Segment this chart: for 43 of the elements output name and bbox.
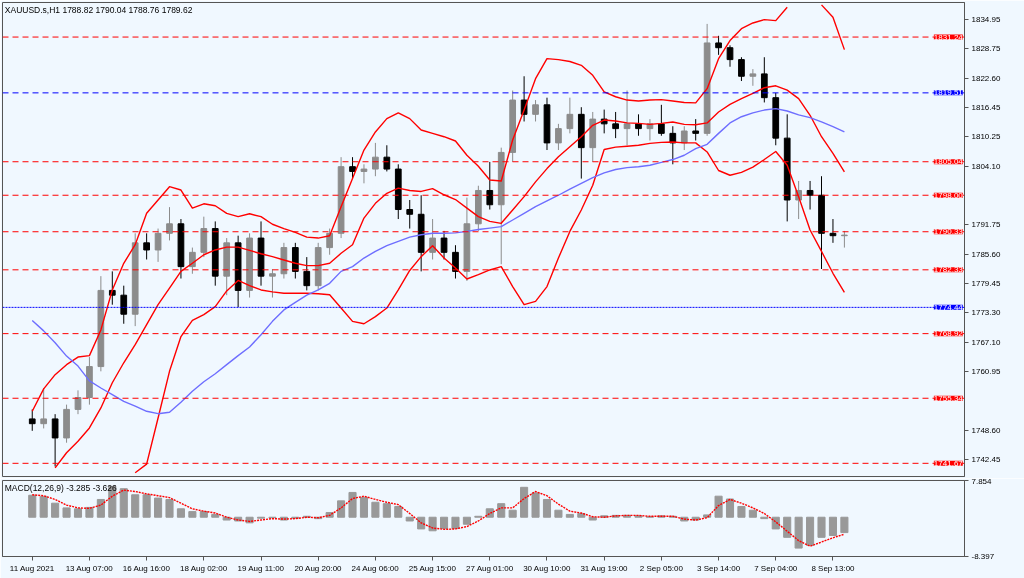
ref-line-label: 1805.04 — [933, 157, 964, 167]
x-tick-label: 19 Aug 11:00 — [237, 563, 285, 573]
y-tick-label: 1834.95 — [971, 14, 1001, 24]
x-tick-label: 25 Aug 15:00 — [408, 563, 457, 573]
chart-title: XAUUSD.s,H1 1788.82 1790.04 1788.76 1789.62 — [4, 4, 193, 15]
x-tick-label: 27 Aug 01:00 — [465, 563, 514, 573]
y-tick-label: 1810.25 — [971, 132, 1001, 142]
x-tick-label: 8 Sep 13:00 — [811, 563, 856, 573]
ref-line-label: 1768.92 — [933, 329, 964, 339]
x-tick-label: 24 Aug 06:00 — [351, 563, 400, 573]
ref-line-label: 1741.67 — [933, 458, 964, 468]
y-tick-label: 1804.10 — [971, 161, 1001, 171]
x-tick-label: 30 Aug 10:00 — [523, 563, 571, 573]
y-tick-label: 1773.30 — [971, 308, 1001, 318]
x-tick-label: 18 Aug 02:00 — [180, 563, 228, 573]
y-tick-label: 1785.60 — [971, 249, 1001, 259]
y-tick-label: 1760.95 — [971, 367, 1001, 377]
ref-line-label: 1819.51 — [933, 88, 964, 98]
ref-line-label: 1790.33 — [933, 227, 964, 237]
ref-line-label: 1831.24 — [933, 32, 964, 42]
x-tick-label: 11 Aug 2021 — [9, 563, 55, 573]
x-tick-label: 7 Sep 04:00 — [754, 563, 798, 573]
y-tick-label: -8.397 — [971, 552, 995, 561]
y-tick-label: 1767.10 — [971, 337, 1001, 347]
x-tick-label: 31 Aug 19:00 — [580, 563, 629, 573]
y-tick-label: 7.854 — [971, 476, 993, 486]
y-tick-label: 1828.75 — [971, 44, 1001, 54]
y-tick-label: 1779.45 — [971, 279, 1001, 289]
y-tick-label: 1791.75 — [971, 220, 1001, 230]
y-tick-label: 1748.60 — [971, 425, 1001, 435]
x-tick-label: 16 Aug 16:00 — [122, 563, 171, 573]
y-tick-label: 1822.60 — [971, 73, 1001, 83]
x-tick-label: 2 Sep 05:00 — [639, 563, 684, 573]
y-tick-label: 1742.45 — [971, 455, 1001, 465]
y-tick-label: 1816.45 — [971, 102, 1001, 112]
chart-title: MACD(12,26,9) -3.285 -3.626 — [4, 482, 118, 493]
x-tick-label: 3 Sep 14:00 — [696, 563, 741, 573]
ref-line-label: 1774.44 — [933, 302, 964, 312]
ref-line-label: 1755.34 — [933, 393, 964, 403]
ref-line-label: 1798.00 — [933, 190, 964, 200]
ref-line-label: 1782.33 — [933, 265, 964, 275]
x-tick-label: 13 Aug 07:00 — [65, 563, 114, 573]
x-tick-label: 20 Aug 20:00 — [294, 563, 343, 573]
